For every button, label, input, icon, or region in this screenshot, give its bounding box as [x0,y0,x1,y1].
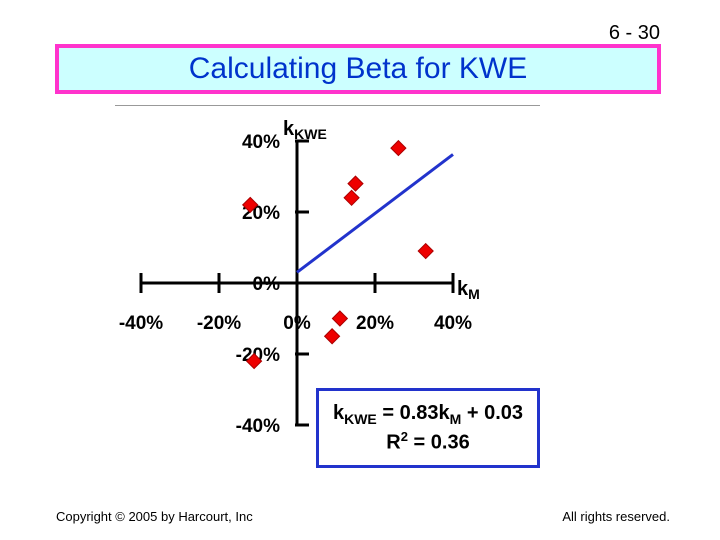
x-tick-label: 40% [434,313,472,334]
data-point [323,328,341,345]
x-tick-label: 20% [356,313,394,334]
y-tick-label: -40% [236,416,280,437]
regression-line-group [296,153,454,274]
r-squared: R2 = 0.36 [386,428,470,454]
y-tick-label: 0% [253,274,281,295]
y-axis-label: kKWE [283,118,327,142]
data-points [241,139,434,370]
copyright-text: Copyright © 2005 by Harcourt, Inc [56,509,253,524]
data-point [331,310,349,327]
data-point [241,196,259,214]
slide-title: Calculating Beta for KWE [188,52,528,85]
data-point [417,242,434,260]
equation-box: kKWE = 0.83kM + 0.03 R2 = 0.36 [316,388,540,468]
data-point [390,139,407,157]
x-axis-label: kM [457,278,480,302]
rights-text: All rights reserved. [562,509,670,524]
x-tick-label: 0% [283,313,311,334]
data-point [347,175,364,192]
title-divider [115,105,540,106]
data-point [343,189,360,207]
tick-labels: -40% -20% 0% 20% 40%40%20%0%-20%-40% [119,132,472,437]
y-tick-label: 40% [242,132,280,153]
x-tick-label: -20% [197,313,241,334]
data-point [245,352,263,370]
regression-line [296,153,454,274]
slide-number: 6 - 30 [608,22,660,44]
title-box: Calculating Beta for KWE [55,44,661,94]
ticks [139,139,455,427]
x-tick-label: -40% [119,313,163,334]
regression-equation: kKWE = 0.83kM + 0.03 [332,402,524,427]
